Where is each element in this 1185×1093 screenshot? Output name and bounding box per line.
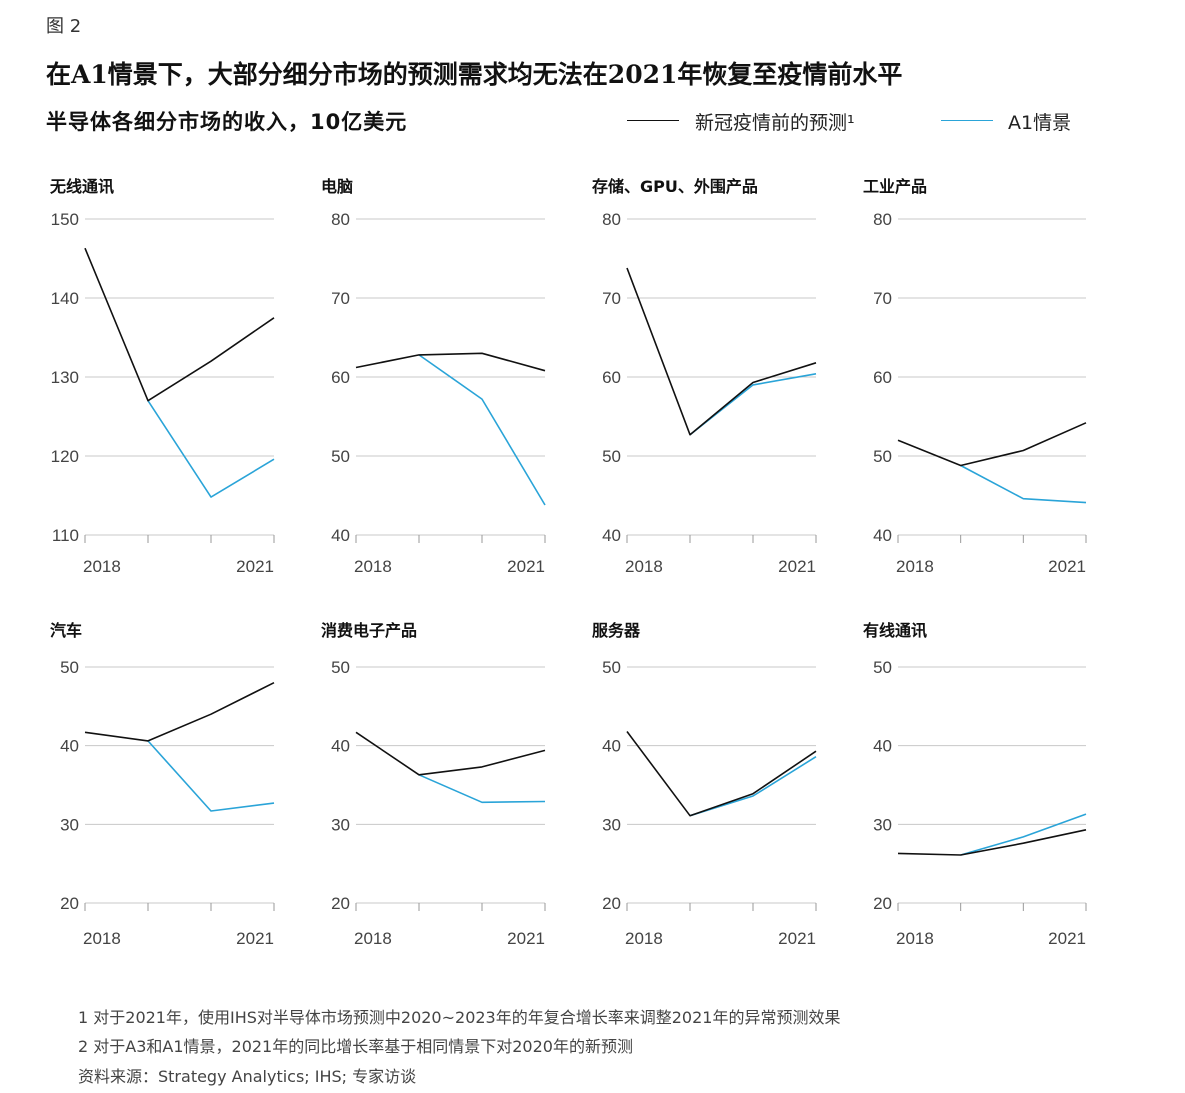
legend-line-a1 bbox=[941, 120, 993, 121]
y-tick-label: 110 bbox=[52, 526, 79, 545]
y-tick-label: 70 bbox=[602, 289, 621, 308]
x-tick-label: 2021 bbox=[1048, 557, 1086, 576]
y-tick-label: 40 bbox=[331, 526, 350, 545]
y-tick-label: 150 bbox=[51, 210, 79, 229]
x-tick-label: 2021 bbox=[236, 557, 274, 576]
panel-title: 电脑 bbox=[321, 177, 353, 196]
x-tick-label: 2018 bbox=[83, 929, 121, 948]
panel-title: 有线通讯 bbox=[863, 621, 927, 640]
footnote-2: 2 对于A3和A1情景，2021年的同比增长率基于相同情景下对2020年的新预测 bbox=[78, 1037, 633, 1056]
legend-label-a1: A1情景 bbox=[1008, 112, 1072, 134]
y-tick-label: 130 bbox=[51, 368, 79, 387]
x-tick-label: 2021 bbox=[1048, 929, 1086, 948]
y-tick-label: 30 bbox=[873, 815, 892, 834]
y-tick-label: 60 bbox=[873, 368, 892, 387]
panel-title: 工业产品 bbox=[863, 177, 927, 196]
series-line-a1 bbox=[147, 400, 275, 498]
y-tick-label: 20 bbox=[331, 894, 350, 913]
x-tick-label: 2021 bbox=[507, 557, 545, 576]
y-tick-label: 60 bbox=[602, 368, 621, 387]
y-tick-label: 120 bbox=[51, 447, 79, 466]
y-tick-label: 70 bbox=[331, 289, 350, 308]
y-tick-label: 30 bbox=[331, 815, 350, 834]
y-tick-label: 40 bbox=[331, 737, 350, 756]
x-tick-label: 2021 bbox=[778, 557, 816, 576]
footnote-1: 1 对于2021年，使用IHS对半导体市场预测中2020~2023年的年复合增长… bbox=[78, 1008, 841, 1027]
series-line-a1 bbox=[689, 756, 817, 817]
y-tick-label: 40 bbox=[873, 737, 892, 756]
series-line-precovid bbox=[626, 267, 817, 436]
panel-title: 汽车 bbox=[50, 621, 82, 640]
y-tick-label: 40 bbox=[60, 737, 79, 756]
legend-line-precovid bbox=[627, 120, 679, 121]
y-tick-label: 40 bbox=[873, 526, 892, 545]
series-line-a1 bbox=[418, 354, 546, 506]
y-tick-label: 50 bbox=[873, 658, 892, 677]
y-tick-label: 70 bbox=[873, 289, 892, 308]
y-tick-label: 50 bbox=[873, 447, 892, 466]
panel-title: 服务器 bbox=[592, 621, 641, 640]
y-tick-label: 50 bbox=[331, 447, 350, 466]
source-note: 资料来源：Strategy Analytics; IHS; 专家访谈 bbox=[78, 1067, 417, 1086]
y-tick-label: 140 bbox=[51, 289, 79, 308]
y-tick-label: 80 bbox=[331, 210, 350, 229]
series-line-precovid bbox=[897, 829, 1087, 856]
series-line-precovid bbox=[355, 352, 546, 372]
y-tick-label: 60 bbox=[331, 368, 350, 387]
x-tick-label: 2018 bbox=[354, 929, 392, 948]
y-tick-label: 40 bbox=[602, 737, 621, 756]
y-tick-label: 80 bbox=[873, 210, 892, 229]
panel-title: 消费电子产品 bbox=[321, 621, 417, 640]
series-line-a1 bbox=[418, 774, 546, 804]
y-tick-label: 30 bbox=[602, 815, 621, 834]
x-tick-label: 2018 bbox=[354, 557, 392, 576]
series-line-precovid bbox=[626, 731, 817, 817]
series-line-a1 bbox=[960, 464, 1087, 504]
x-tick-label: 2018 bbox=[896, 929, 934, 948]
panel-title: 无线通讯 bbox=[49, 177, 114, 196]
y-tick-label: 40 bbox=[602, 526, 621, 545]
series-line-precovid bbox=[84, 681, 275, 742]
chart-title: 在A1情景下，大部分细分市场的预测需求均无法在2021年恢复至疫情前水平 bbox=[46, 60, 903, 89]
x-tick-label: 2018 bbox=[625, 929, 663, 948]
y-tick-label: 20 bbox=[60, 894, 79, 913]
series-line-precovid bbox=[355, 731, 546, 776]
figure-label: 图 2 bbox=[46, 16, 82, 37]
series-line-a1 bbox=[960, 813, 1087, 856]
y-tick-label: 80 bbox=[602, 210, 621, 229]
panel-title: 存储、GPU、外围产品 bbox=[592, 177, 758, 196]
y-tick-label: 50 bbox=[602, 658, 621, 677]
series-line-precovid bbox=[84, 247, 275, 402]
x-tick-label: 2018 bbox=[83, 557, 121, 576]
y-tick-label: 50 bbox=[60, 658, 79, 677]
series-line-a1 bbox=[147, 740, 275, 812]
x-tick-label: 2018 bbox=[896, 557, 934, 576]
series-line-precovid bbox=[897, 422, 1087, 467]
y-tick-label: 30 bbox=[60, 815, 79, 834]
y-tick-label: 50 bbox=[331, 658, 350, 677]
x-tick-label: 2018 bbox=[625, 557, 663, 576]
chart-subtitle: 半导体各细分市场的收入，10亿美元 bbox=[46, 110, 408, 134]
x-tick-label: 2021 bbox=[778, 929, 816, 948]
y-tick-label: 50 bbox=[602, 447, 621, 466]
x-tick-label: 2021 bbox=[507, 929, 545, 948]
y-tick-label: 20 bbox=[602, 894, 621, 913]
y-tick-label: 20 bbox=[873, 894, 892, 913]
x-tick-label: 2021 bbox=[236, 929, 274, 948]
legend-label-precovid: 新冠疫情前的预测¹ bbox=[695, 112, 855, 134]
